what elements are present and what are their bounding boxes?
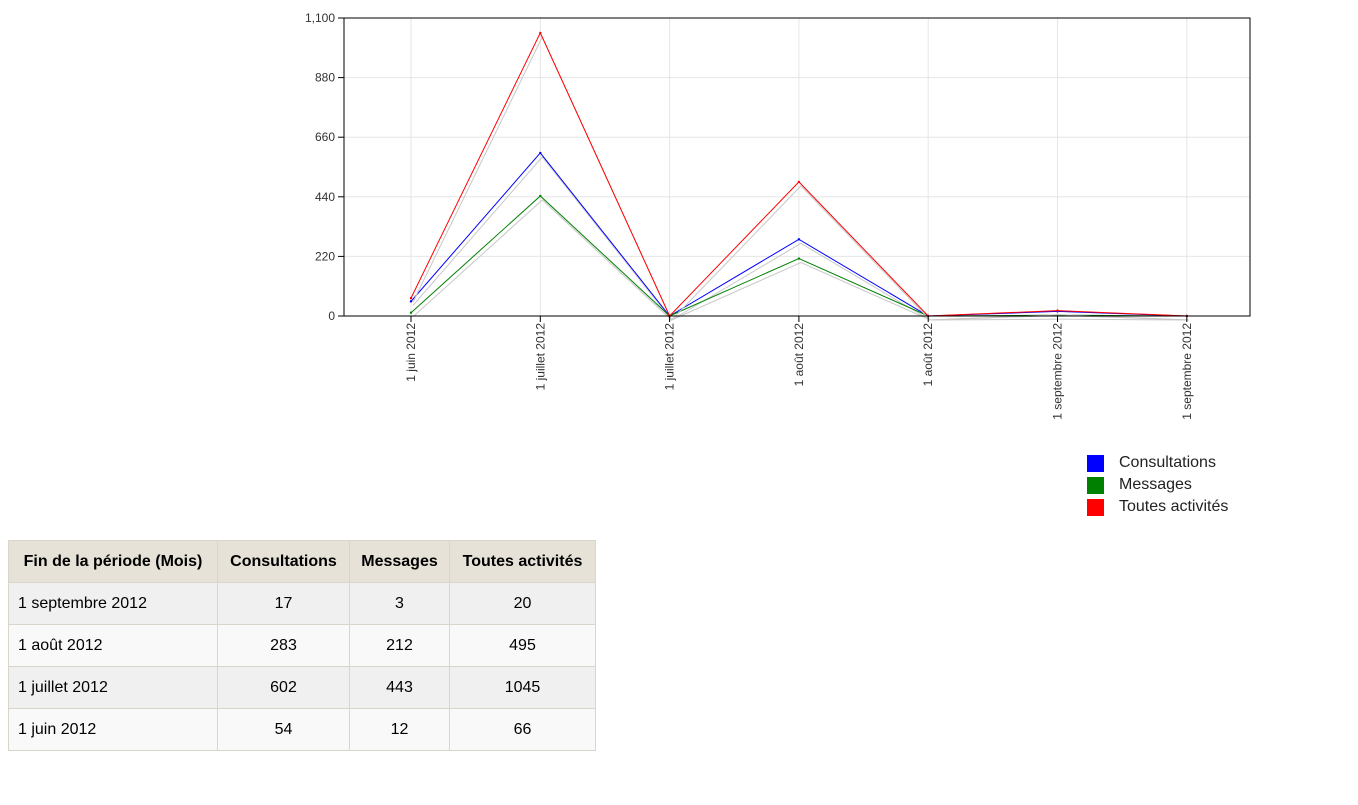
table-cell: 17 bbox=[217, 582, 350, 625]
legend-label: Toutes activités bbox=[1119, 498, 1229, 515]
data-point bbox=[539, 194, 542, 198]
legend-label: Consultations bbox=[1119, 454, 1216, 471]
column-header-period[interactable]: Fin de la période (Mois) bbox=[8, 540, 218, 583]
line-chart: 0 220 440 660 880 1,100 1 juin 2012 1 juillet … bbox=[305, 11, 1251, 420]
series-shadow bbox=[412, 199, 1189, 321]
legend-item-toutes-activites: Toutes activités bbox=[1087, 496, 1228, 518]
chart-legend: Consultations Messages Toutes activités bbox=[1087, 452, 1228, 518]
y-tick-label: 880 bbox=[315, 71, 335, 85]
legend-label: Messages bbox=[1119, 476, 1192, 493]
table-cell: 12 bbox=[349, 708, 450, 751]
legend-swatch bbox=[1087, 476, 1104, 494]
table-cell: 1 septembre 2012 bbox=[8, 582, 218, 625]
y-tick-label: 440 bbox=[315, 190, 335, 204]
table-cell: 3 bbox=[349, 582, 450, 625]
x-tick-label: 1 septembre 2012 bbox=[1051, 323, 1065, 420]
series-shadow bbox=[412, 156, 1189, 321]
data-point bbox=[797, 257, 801, 260]
x-axis-ticks: 1 juin 2012 1 juillet 2012 1 juillet 2012 1… bbox=[404, 316, 1194, 420]
column-header-consultations[interactable]: Consultations bbox=[217, 540, 350, 583]
data-point bbox=[539, 31, 542, 35]
data-point bbox=[797, 180, 801, 184]
table-cell: 1045 bbox=[449, 666, 596, 709]
legend-item-messages: Messages bbox=[1087, 474, 1228, 496]
x-tick-label: 1 juillet 2012 bbox=[533, 323, 547, 391]
table-cell: 20 bbox=[449, 582, 596, 625]
y-tick-label: 220 bbox=[315, 249, 335, 263]
table-cell: 1 juin 2012 bbox=[8, 708, 218, 751]
table-cell: 283 bbox=[217, 624, 350, 667]
legend-swatch bbox=[1087, 454, 1104, 472]
x-tick-label: 1 août 2012 bbox=[792, 323, 806, 387]
y-axis-ticks: 0 220 440 660 880 1,100 bbox=[305, 11, 344, 323]
column-header-messages[interactable]: Messages bbox=[349, 540, 450, 583]
x-tick-label: 1 juillet 2012 bbox=[663, 323, 677, 391]
table-row: 1 juin 2012 54 12 66 bbox=[8, 708, 596, 751]
table-cell: 1 août 2012 bbox=[8, 624, 218, 667]
x-tick-label: 1 septembre 2012 bbox=[1180, 323, 1194, 420]
data-point bbox=[1056, 309, 1059, 312]
table-cell: 212 bbox=[349, 624, 450, 667]
y-tick-label: 1,100 bbox=[305, 11, 335, 25]
legend-swatch bbox=[1087, 498, 1104, 516]
table-header-row: Fin de la période (Mois) Consultations M… bbox=[8, 540, 596, 583]
legend-item-consultations: Consultations bbox=[1087, 452, 1228, 474]
series-lines bbox=[409, 31, 1189, 321]
table-row: 1 septembre 2012 17 3 20 bbox=[8, 582, 596, 625]
table-cell: 495 bbox=[449, 624, 596, 667]
plot-frame bbox=[343, 17, 1251, 317]
y-tick-label: 660 bbox=[315, 130, 335, 144]
table-row: 1 juillet 2012 602 443 1045 bbox=[8, 666, 596, 709]
table-cell: 602 bbox=[217, 666, 350, 709]
data-point bbox=[409, 296, 413, 300]
series-shadow bbox=[412, 35, 1189, 321]
table-cell: 66 bbox=[449, 708, 596, 751]
column-header-toutes-activites[interactable]: Toutes activités bbox=[449, 540, 596, 583]
table-row: 1 août 2012 283 212 495 bbox=[8, 624, 596, 667]
grid-lines bbox=[344, 17, 1250, 317]
data-point bbox=[539, 151, 542, 155]
x-tick-label: 1 août 2012 bbox=[921, 323, 935, 387]
x-tick-label: 1 juin 2012 bbox=[404, 323, 418, 382]
table-cell: 443 bbox=[349, 666, 450, 709]
data-table: Fin de la période (Mois) Consultations M… bbox=[8, 540, 596, 751]
data-point bbox=[409, 300, 413, 303]
y-tick-label: 0 bbox=[328, 309, 335, 323]
data-point bbox=[797, 238, 801, 241]
data-point bbox=[409, 311, 413, 314]
table-cell: 54 bbox=[217, 708, 350, 751]
table-cell: 1 juillet 2012 bbox=[8, 666, 218, 709]
